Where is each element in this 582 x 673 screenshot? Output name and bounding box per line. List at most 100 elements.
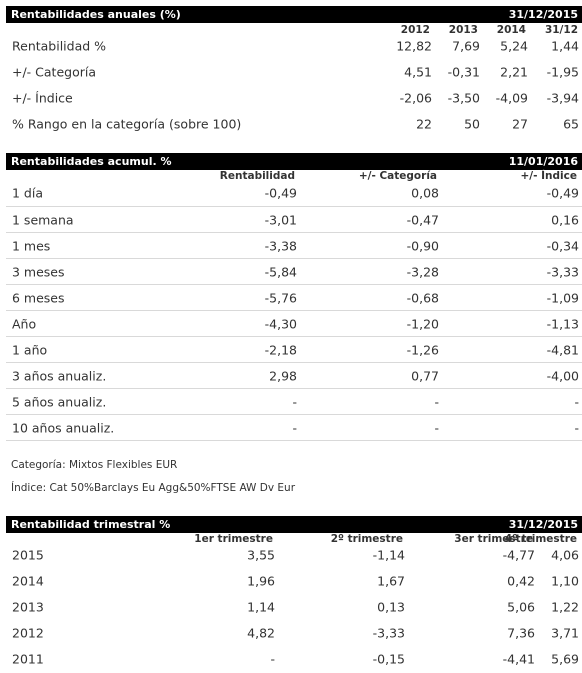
cell-value: 1,96	[247, 573, 275, 589]
column-header: 3er trimestre	[454, 533, 533, 545]
cell-value: -	[574, 394, 579, 409]
row-label: 10 años anualiz.	[12, 420, 115, 435]
cell-value: -5,84	[264, 264, 297, 279]
cell-value: -4,41	[502, 651, 535, 667]
cell-value: -1,95	[546, 64, 579, 80]
table-row: +/- Categoría 4,51 -0,31 2,21 -1,95	[6, 59, 582, 85]
column-header: 2014	[496, 24, 526, 36]
cell-value: -0,34	[546, 238, 579, 253]
section-date: 31/12/2015	[508, 8, 578, 21]
cell-value: 2,21	[500, 64, 528, 80]
cell-value: 4,06	[551, 547, 579, 563]
cell-value: 5,24	[500, 38, 528, 54]
cell-value: 1,22	[551, 599, 579, 615]
cell-value: -3,33	[546, 264, 579, 279]
cell-value: -1,20	[406, 316, 439, 331]
cell-value: -	[270, 651, 275, 667]
cell-value: 65	[563, 116, 579, 132]
cell-value: -4,81	[546, 342, 579, 357]
row-label: Año	[12, 316, 37, 331]
column-header: Rentabilidad	[219, 170, 295, 182]
row-label: 1 semana	[12, 212, 74, 227]
cell-value: -0,49	[264, 185, 297, 201]
cell-value: -2,18	[264, 342, 297, 357]
table-row: 2014 1,96 1,67 0,42 1,10	[6, 568, 582, 594]
section-date: 31/12/2015	[508, 518, 578, 531]
cell-value: 12,82	[396, 38, 432, 54]
cell-value: 7,36	[507, 625, 535, 641]
cell-value: -3,38	[264, 238, 297, 253]
cell-value: -1,14	[372, 547, 405, 563]
index-note: Índice: Cat 50%Barclays Eu Agg&50%FTSE A…	[11, 482, 296, 494]
cell-value: -0,31	[447, 64, 480, 80]
row-label: 3 años anualiz.	[12, 368, 107, 383]
cell-value: 3,55	[247, 547, 275, 563]
cell-value: -3,33	[372, 625, 405, 641]
cell-value: -4,77	[502, 547, 535, 563]
cell-value: -	[292, 420, 297, 435]
cell-value: -	[292, 394, 297, 409]
cell-value: 4,51	[404, 64, 432, 80]
cell-value: -1,09	[546, 290, 579, 305]
cell-value: 0,42	[507, 573, 535, 589]
table-row: Rentabilidad % 12,82 7,69 5,24 1,44	[6, 33, 582, 59]
section-date: 11/01/2016	[508, 155, 578, 168]
annual-returns-header: Rentabilidades anuales (%) 31/12/2015	[6, 6, 582, 23]
section-title: Rentabilidad trimestral %	[11, 518, 171, 531]
row-label: 1 día	[12, 185, 43, 201]
cell-value: -3,50	[447, 90, 480, 106]
divider	[6, 440, 582, 441]
cell-value: 0,13	[377, 599, 405, 615]
table-row: % Rango en la categoría (sobre 100) 22 50 2…	[6, 111, 582, 137]
cell-value: 3,71	[551, 625, 579, 641]
column-header: 2013	[448, 24, 478, 36]
cell-value: -4,30	[264, 316, 297, 331]
column-header: 31/12	[544, 24, 578, 36]
column-header: 1er trimestre	[194, 533, 273, 545]
row-label: 3 meses	[12, 264, 65, 279]
table-row: 1 mes -3,38 -0,90 -0,34	[6, 232, 582, 258]
cell-value: 1,67	[377, 573, 405, 589]
column-header: +/- Categoría	[358, 170, 437, 182]
cell-value: 5,06	[507, 599, 535, 615]
cell-value: 0,16	[551, 212, 579, 227]
row-label: 2014	[12, 573, 44, 589]
cell-value: -3,01	[264, 212, 297, 227]
cell-value: 1,10	[551, 573, 579, 589]
section-title: Rentabilidades anuales (%)	[11, 8, 181, 21]
cell-value: -3,28	[406, 264, 439, 279]
cell-value: -4,09	[495, 90, 528, 106]
cell-value: -1,26	[406, 342, 439, 357]
table-row: 10 años anualiz. - - -	[6, 414, 582, 440]
table-row: 2013 1,14 0,13 5,06 1,22	[6, 594, 582, 620]
table-row: Año -4,30 -1,20 -1,13	[6, 310, 582, 336]
cumulative-returns-header: Rentabilidades acumul. % 11/01/2016	[6, 153, 582, 170]
row-label: 2011	[12, 651, 44, 667]
table-row: 1 semana -3,01 -0,47 0,16	[6, 206, 582, 232]
row-label: +/- Índice	[12, 90, 73, 106]
cell-value: -0,68	[406, 290, 439, 305]
table-row: 1 año -2,18 -1,26 -4,81	[6, 336, 582, 362]
column-header: 2012	[400, 24, 430, 36]
cell-value: -0,49	[546, 185, 579, 201]
table-row: 1 día -0,49 0,08 -0,49	[6, 180, 582, 206]
cell-value: 5,69	[551, 651, 579, 667]
cell-value: 50	[464, 116, 480, 132]
row-label: 1 mes	[12, 238, 51, 253]
table-row: 2011 - -0,15 -4,41 5,69	[6, 646, 582, 672]
table-row: 5 años anualiz. - - -	[6, 388, 582, 414]
row-label: 2012	[12, 625, 44, 641]
row-label: Rentabilidad %	[12, 38, 107, 54]
cell-value: 1,44	[551, 38, 579, 54]
cell-value: 1,14	[247, 599, 275, 615]
table-row: 3 años anualiz. 2,98 0,77 -4,00	[6, 362, 582, 388]
table-row: +/- Índice -2,06 -3,50 -4,09 -3,94	[6, 85, 582, 111]
table-row: 2012 4,82 -3,33 7,36 3,71	[6, 620, 582, 646]
cell-value: 0,08	[411, 185, 439, 201]
row-label: 5 años anualiz.	[12, 394, 107, 409]
quarterly-returns-header: Rentabilidad trimestral % 31/12/2015	[6, 516, 582, 533]
row-label: 6 meses	[12, 290, 65, 305]
cell-value: -2,06	[399, 90, 432, 106]
table-row: 3 meses -5,84 -3,28 -3,33	[6, 258, 582, 284]
cell-value: 2,98	[269, 368, 297, 383]
